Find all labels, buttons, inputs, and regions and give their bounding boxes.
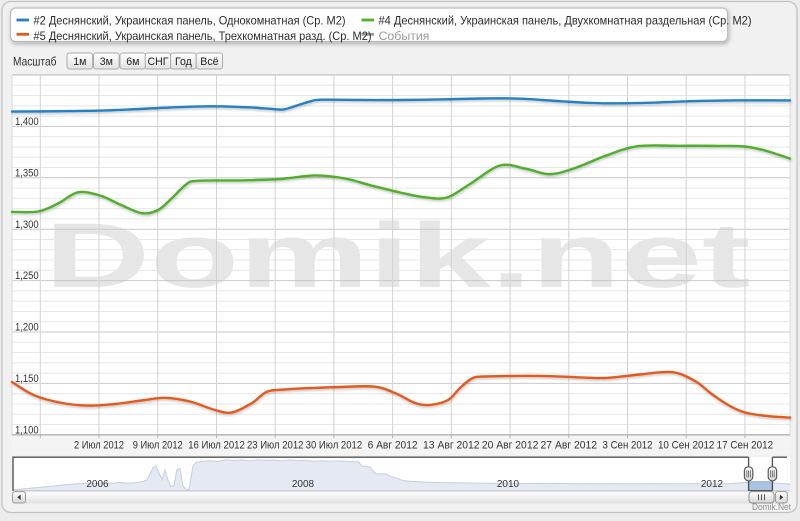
- svg-text:16 Июл 2012: 16 Июл 2012: [188, 439, 245, 451]
- svg-text:Год: Год: [175, 56, 192, 68]
- svg-text:Domik.net: Domik.net: [45, 205, 751, 307]
- svg-text:СНГ: СНГ: [147, 56, 168, 68]
- svg-text:Domik.Net: Domik.Net: [752, 502, 791, 513]
- svg-text:1,100: 1,100: [15, 424, 39, 436]
- svg-text:1,400: 1,400: [15, 116, 39, 128]
- svg-text:6 Авг 2012: 6 Авг 2012: [368, 439, 418, 451]
- svg-text:2 Июл 2012: 2 Июл 2012: [74, 439, 124, 451]
- svg-text:1м: 1м: [73, 56, 86, 68]
- svg-text:30 Июл 2012: 30 Июл 2012: [306, 439, 363, 451]
- svg-text:20 Авг 2012: 20 Авг 2012: [482, 439, 539, 451]
- svg-text:2006: 2006: [86, 479, 109, 490]
- svg-text:События: События: [379, 30, 430, 43]
- svg-text:13 Авг 2012: 13 Авг 2012: [423, 439, 480, 451]
- svg-text:1,300: 1,300: [15, 219, 39, 231]
- svg-text:3м: 3м: [100, 56, 113, 68]
- svg-text:6м: 6м: [126, 56, 139, 68]
- svg-text:23 Июл 2012: 23 Июл 2012: [247, 439, 304, 451]
- svg-text:#4 Деснянский, Украинская пане: #4 Деснянский, Украинская панель, Двухко…: [379, 14, 752, 27]
- svg-text:10 Сен 2012: 10 Сен 2012: [658, 439, 715, 451]
- svg-text:2008: 2008: [292, 479, 315, 490]
- svg-text:27 Авг 2012: 27 Авг 2012: [541, 439, 598, 451]
- svg-text:2012: 2012: [701, 479, 724, 490]
- svg-text:Масштаб: Масштаб: [13, 55, 57, 69]
- svg-text:3 Сен 2012: 3 Сен 2012: [603, 439, 653, 451]
- svg-text:9 Июл 2012: 9 Июл 2012: [133, 439, 183, 451]
- svg-text:1,200: 1,200: [15, 322, 39, 334]
- svg-text:1,350: 1,350: [15, 167, 39, 179]
- svg-text:1,250: 1,250: [15, 270, 39, 282]
- svg-text:17 Сен 2012: 17 Сен 2012: [717, 439, 774, 451]
- svg-text:1,150: 1,150: [15, 373, 39, 385]
- svg-text:Всё: Всё: [200, 56, 218, 68]
- svg-text:2010: 2010: [497, 479, 520, 490]
- svg-text:#2 Деснянский, Украинская пане: #2 Деснянский, Украинская панель, Одноко…: [34, 14, 346, 27]
- svg-text:#5 Деснянский, Украинская пане: #5 Деснянский, Украинская панель, Трехко…: [34, 30, 372, 43]
